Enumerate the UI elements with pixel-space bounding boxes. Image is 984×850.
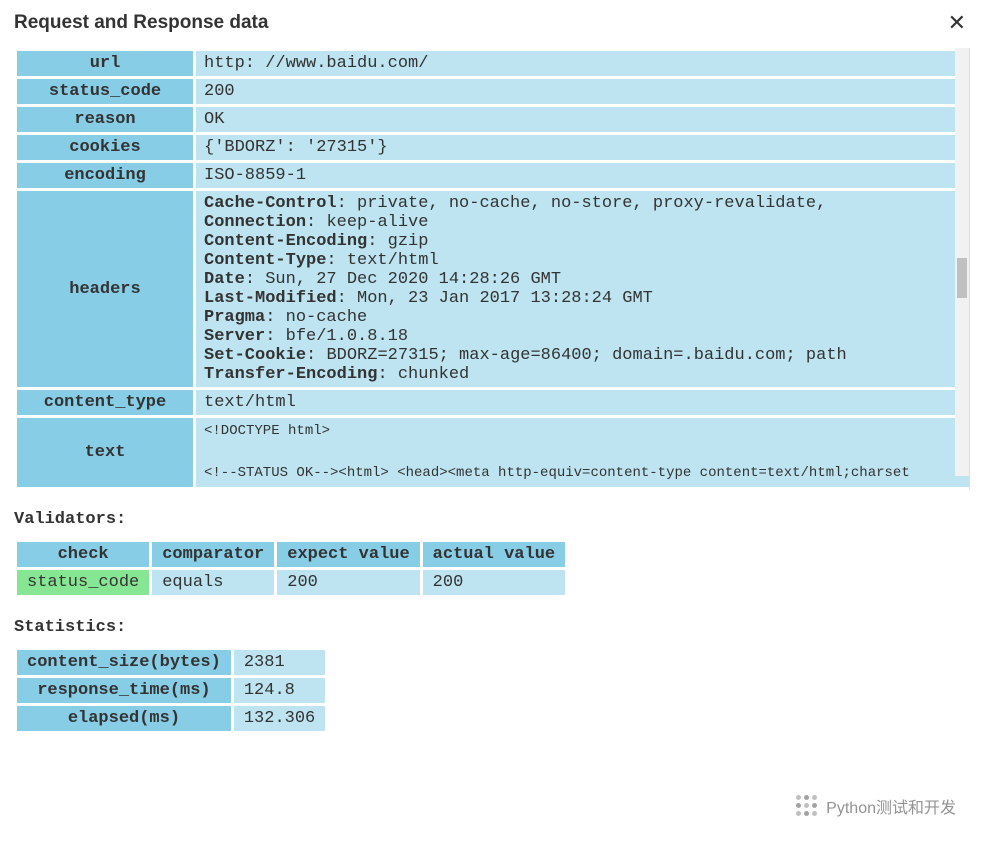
expect-cell: 200 [277, 570, 419, 595]
row-key: cookies [17, 135, 193, 160]
validators-table: checkcomparatorexpect valueactual value … [14, 539, 568, 598]
row-key: reason [17, 107, 193, 132]
header-line: Pragma: no-cache [204, 308, 970, 327]
row-value: <!DOCTYPE html> <!--STATUS OK--><html> <… [196, 418, 970, 487]
row-key: elapsed(ms) [17, 706, 231, 731]
header-line: Connection: keep-alive [204, 213, 970, 232]
table-row: reasonOK [17, 107, 970, 132]
header-line: Cache-Control: private, no-cache, no-sto… [204, 194, 970, 213]
row-value: http: //www.baidu.com/ [196, 51, 970, 76]
table-row: encodingISO-8859-1 [17, 163, 970, 188]
header-line: Content-Encoding: gzip [204, 232, 970, 251]
header-line: Last-Modified: Mon, 23 Jan 2017 13:28:24… [204, 289, 970, 308]
table-row-headers: headers Cache-Control: private, no-cache,… [17, 191, 970, 387]
wechat-icon [796, 795, 818, 817]
row-value: 124.8 [234, 678, 325, 703]
statistics-heading: Statistics: [14, 618, 970, 637]
column-header: expect value [277, 542, 419, 567]
table-row: cookies{'BDORZ': '27315'} [17, 135, 970, 160]
validators-heading: Validators: [14, 510, 970, 529]
vertical-scrollbar[interactable] [955, 48, 969, 476]
row-key: status_code [17, 79, 193, 104]
row-key: text [17, 418, 193, 487]
response-table: urlhttp: //www.baidu.com/status_code200r… [14, 48, 970, 490]
row-value: {'BDORZ': '27315'} [196, 135, 970, 160]
check-cell: status_code [17, 570, 149, 595]
row-value: 2381 [234, 650, 325, 675]
close-icon[interactable]: ✕ [944, 12, 970, 34]
row-value: ISO-8859-1 [196, 163, 970, 188]
row-key: content_size(bytes) [17, 650, 231, 675]
row-value: OK [196, 107, 970, 132]
column-header: comparator [152, 542, 274, 567]
table-row: status_codeequals200200 [17, 570, 565, 595]
table-row: urlhttp: //www.baidu.com/ [17, 51, 970, 76]
table-row: content_typetext/html [17, 390, 970, 415]
row-key: headers [17, 191, 193, 387]
column-header: check [17, 542, 149, 567]
row-value: Cache-Control: private, no-cache, no-sto… [196, 191, 970, 387]
header-line: Set-Cookie: BDORZ=27315; max-age=86400; … [204, 346, 970, 365]
watermark-text: Python测试和开发 [826, 794, 956, 818]
table-row: elapsed(ms)132.306 [17, 706, 325, 731]
row-key: response_time(ms) [17, 678, 231, 703]
statistics-table: content_size(bytes)2381response_time(ms)… [14, 647, 328, 734]
watermark: Python测试和开发 [796, 794, 956, 818]
actual-cell: 200 [423, 570, 565, 595]
row-key: encoding [17, 163, 193, 188]
header-line: Content-Type: text/html [204, 251, 970, 270]
header-line: Date: Sun, 27 Dec 2020 14:28:26 GMT [204, 270, 970, 289]
header-line: Transfer-Encoding: chunked [204, 365, 970, 384]
header-line: Server: bfe/1.0.8.18 [204, 327, 970, 346]
response-table-scroll[interactable]: urlhttp: //www.baidu.com/status_code200r… [14, 48, 970, 490]
table-row: status_code200 [17, 79, 970, 104]
row-value: 132.306 [234, 706, 325, 731]
row-value: 200 [196, 79, 970, 104]
row-key: content_type [17, 390, 193, 415]
row-value: text/html [196, 390, 970, 415]
column-header: actual value [423, 542, 565, 567]
table-row: content_size(bytes)2381 [17, 650, 325, 675]
table-row-text: text<!DOCTYPE html> <!--STATUS OK--><htm… [17, 418, 970, 487]
dialog-title: Request and Response data [14, 12, 268, 34]
table-row: response_time(ms)124.8 [17, 678, 325, 703]
row-key: url [17, 51, 193, 76]
comparator-cell: equals [152, 570, 274, 595]
